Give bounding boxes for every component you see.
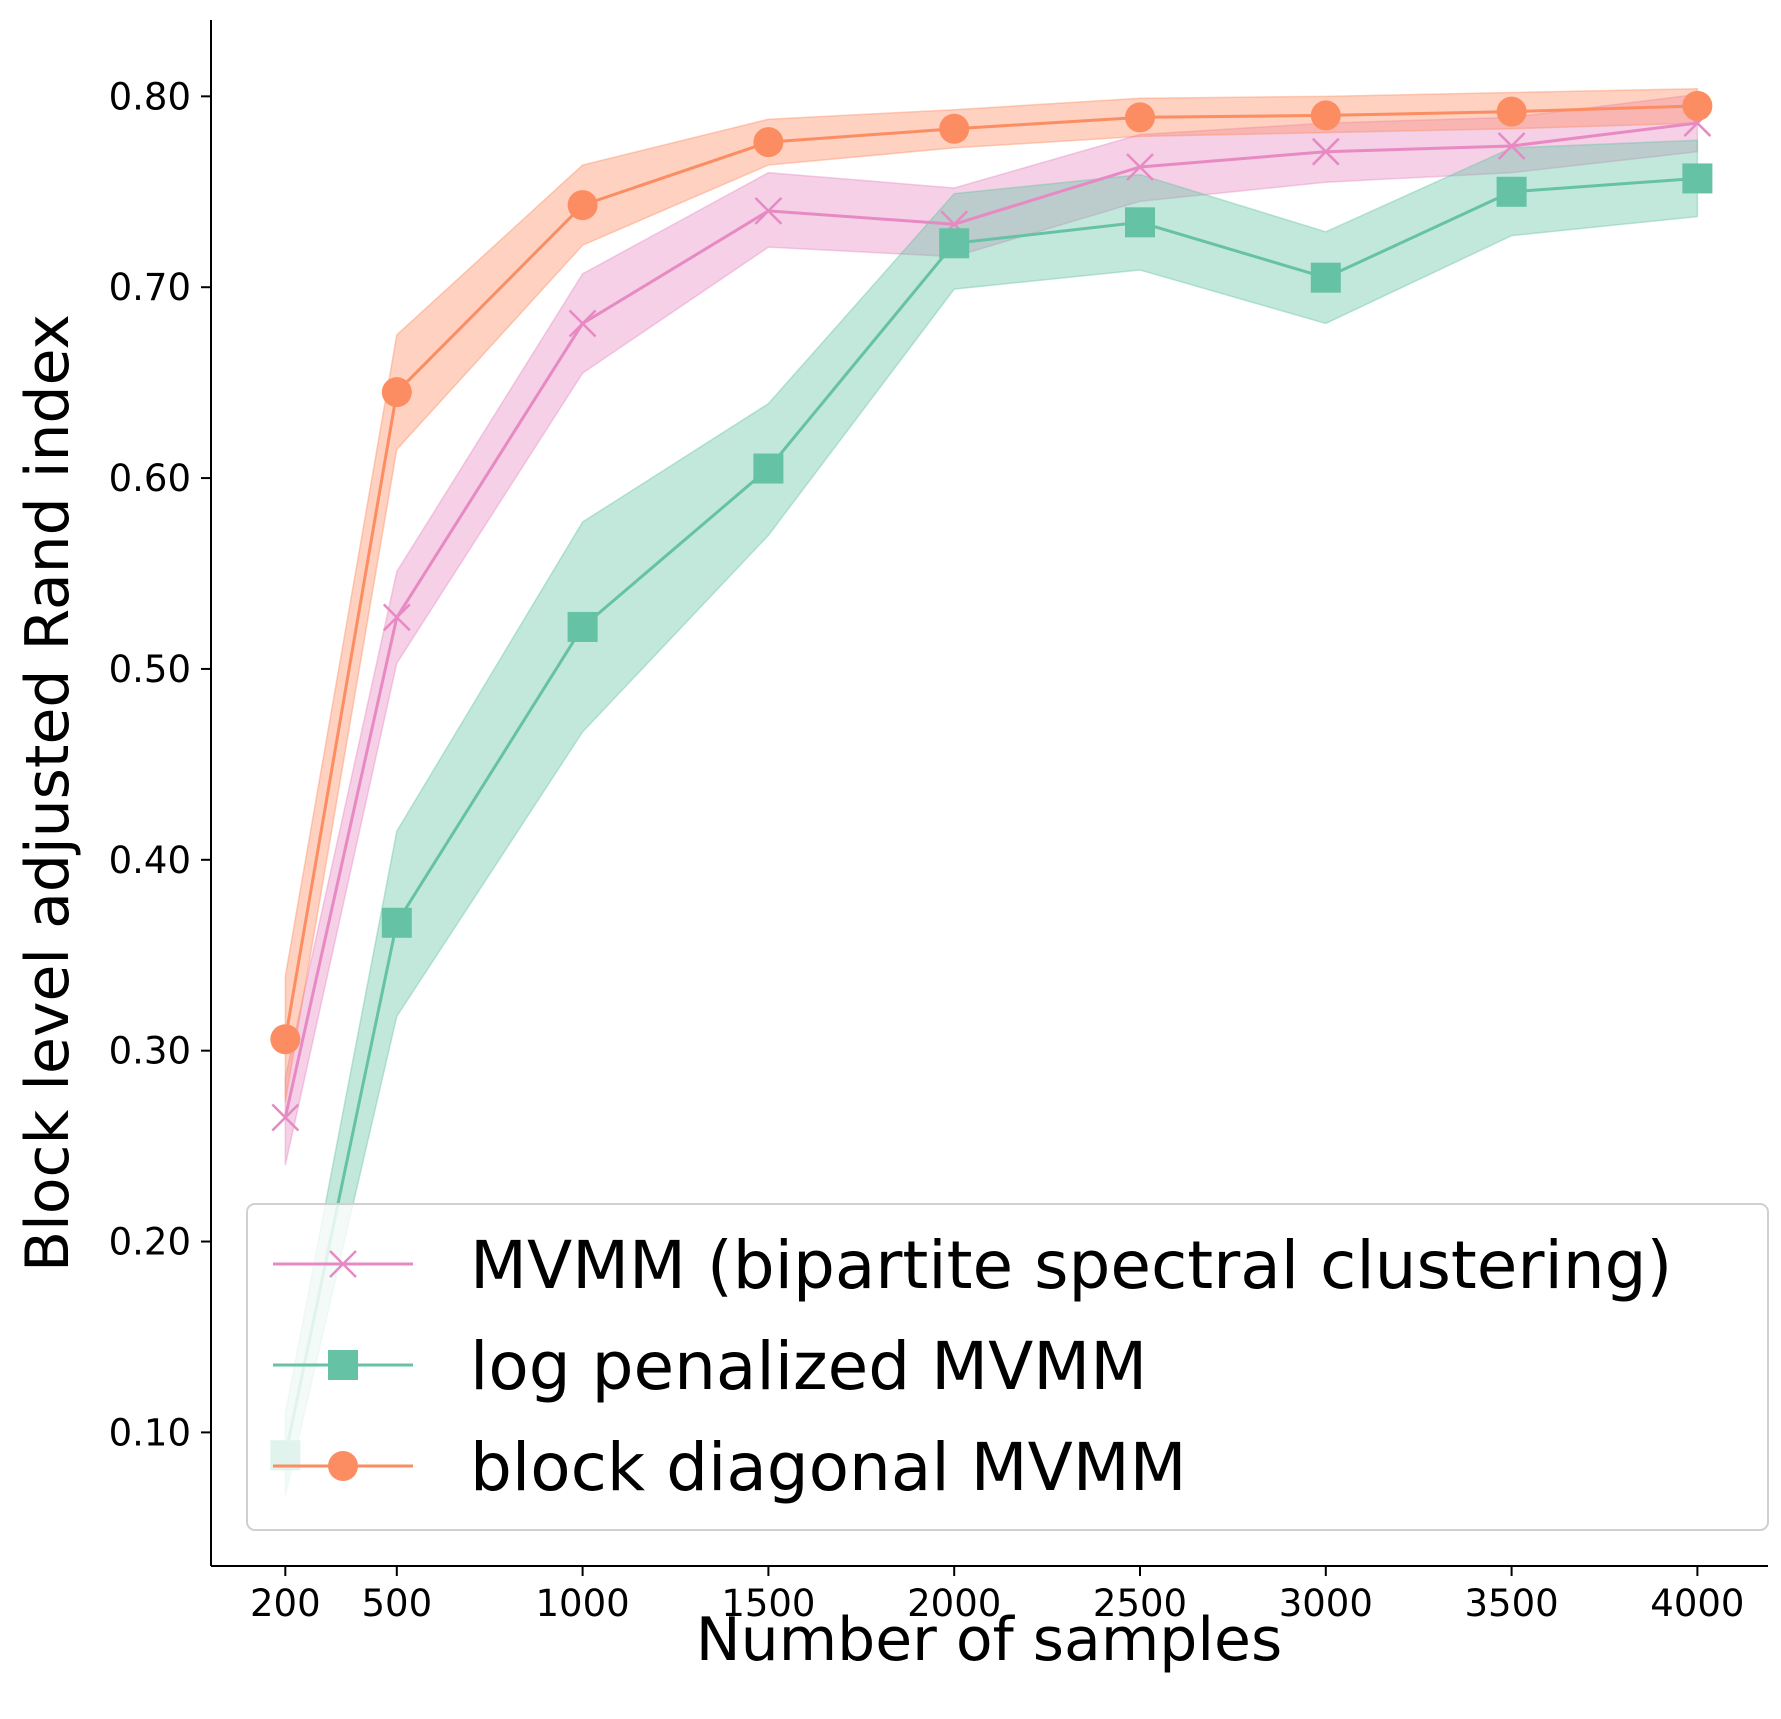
x-tick-label: 3000 [1279, 1582, 1373, 1625]
legend-item-block-diagonal-mvmm: block diagonal MVMM [273, 1429, 1187, 1506]
point-log-penalized-mvmm-3000 [1310, 262, 1341, 293]
legend-label: block diagonal MVMM [470, 1429, 1187, 1506]
point-log-penalized-mvmm-4000 [1682, 163, 1713, 194]
y-tick-label: 0.30 [109, 1030, 191, 1073]
y-axis-ticks: 0.10 0.20 0.30 0.40 0.50 0.60 0.70 0.80 [109, 75, 211, 1454]
y-tick-label: 0.50 [109, 648, 191, 691]
point-block-diagonal-mvmm-3000 [1310, 100, 1341, 131]
point-block-diagonal-mvmm-3500 [1496, 96, 1527, 127]
x-tick-label: 4000 [1650, 1582, 1744, 1625]
point-log-penalized-mvmm-1500 [753, 453, 784, 484]
x-axis-title: Number of samples [696, 1605, 1282, 1675]
x-tick-label: 2000 [907, 1582, 1001, 1625]
point-log-penalized-mvmm-2500 [1124, 207, 1155, 238]
point-log-penalized-mvmm-500 [381, 907, 412, 938]
y-tick-label: 0.80 [109, 75, 191, 118]
point-block-diagonal-mvmm-1000 [567, 190, 598, 221]
legend-item-mvmm-bipartite-spectral-clustering: MVMM (bipartite spectral clustering) [273, 1227, 1672, 1304]
x-tick-label: 200 [250, 1582, 321, 1625]
legend-swatch-marker [329, 1250, 357, 1278]
x-axis-ticks: 200 500 1000 1500 2000 2500 3000 3500 4000 [250, 1566, 1744, 1625]
x-tick-label: 2500 [1093, 1582, 1187, 1625]
y-axis-title: Block level adjusted Rand index [13, 314, 83, 1272]
legend-label: log penalized MVMM [470, 1328, 1147, 1405]
point-block-diagonal-mvmm-1500 [753, 127, 784, 158]
y-tick-label: 0.70 [109, 266, 191, 309]
point-mvmm-bipartite-spectral-clustering-200 [271, 1103, 300, 1132]
x-tick-label: 1000 [536, 1582, 630, 1625]
legend-label: MVMM (bipartite spectral clustering) [470, 1227, 1672, 1304]
point-block-diagonal-mvmm-200 [270, 1024, 301, 1055]
point-mvmm-bipartite-spectral-clustering-1500 [754, 196, 783, 225]
point-log-penalized-mvmm-2000 [939, 228, 970, 259]
y-tick-label: 0.60 [109, 457, 191, 500]
point-log-penalized-mvmm-3500 [1496, 176, 1527, 207]
legend: MVMM (bipartite spectral clustering) log … [246, 1203, 1769, 1531]
legend-swatch-marker [328, 1451, 358, 1481]
point-block-diagonal-mvmm-4000 [1682, 90, 1713, 121]
x-tick-label: 1500 [721, 1582, 815, 1625]
band-mvmm-bipartite-spectral-clustering [284, 93, 1699, 1166]
point-block-diagonal-mvmm-2500 [1124, 102, 1155, 133]
point-block-diagonal-mvmm-500 [381, 377, 412, 408]
y-tick-label: 0.40 [109, 839, 191, 882]
point-mvmm-bipartite-spectral-clustering-3500 [1497, 132, 1526, 160]
point-mvmm-bipartite-spectral-clustering-2500 [1126, 153, 1154, 181]
point-mvmm-bipartite-spectral-clustering-500 [382, 603, 411, 632]
point-block-diagonal-mvmm-2000 [939, 113, 970, 144]
legend-swatch-marker [328, 1350, 358, 1380]
legend-item-log-penalized-mvmm: log penalized MVMM [273, 1328, 1147, 1405]
legend-frame [246, 1203, 1769, 1531]
band-log-penalized-mvmm [284, 139, 1699, 1496]
y-tick-label: 0.20 [109, 1221, 191, 1264]
point-mvmm-bipartite-spectral-clustering-1000 [568, 309, 597, 338]
point-log-penalized-mvmm-1000 [567, 611, 598, 642]
y-tick-label: 0.10 [109, 1411, 191, 1454]
x-tick-label: 500 [361, 1582, 432, 1625]
point-mvmm-bipartite-spectral-clustering-3000 [1311, 137, 1340, 166]
x-tick-label: 3500 [1465, 1582, 1559, 1625]
